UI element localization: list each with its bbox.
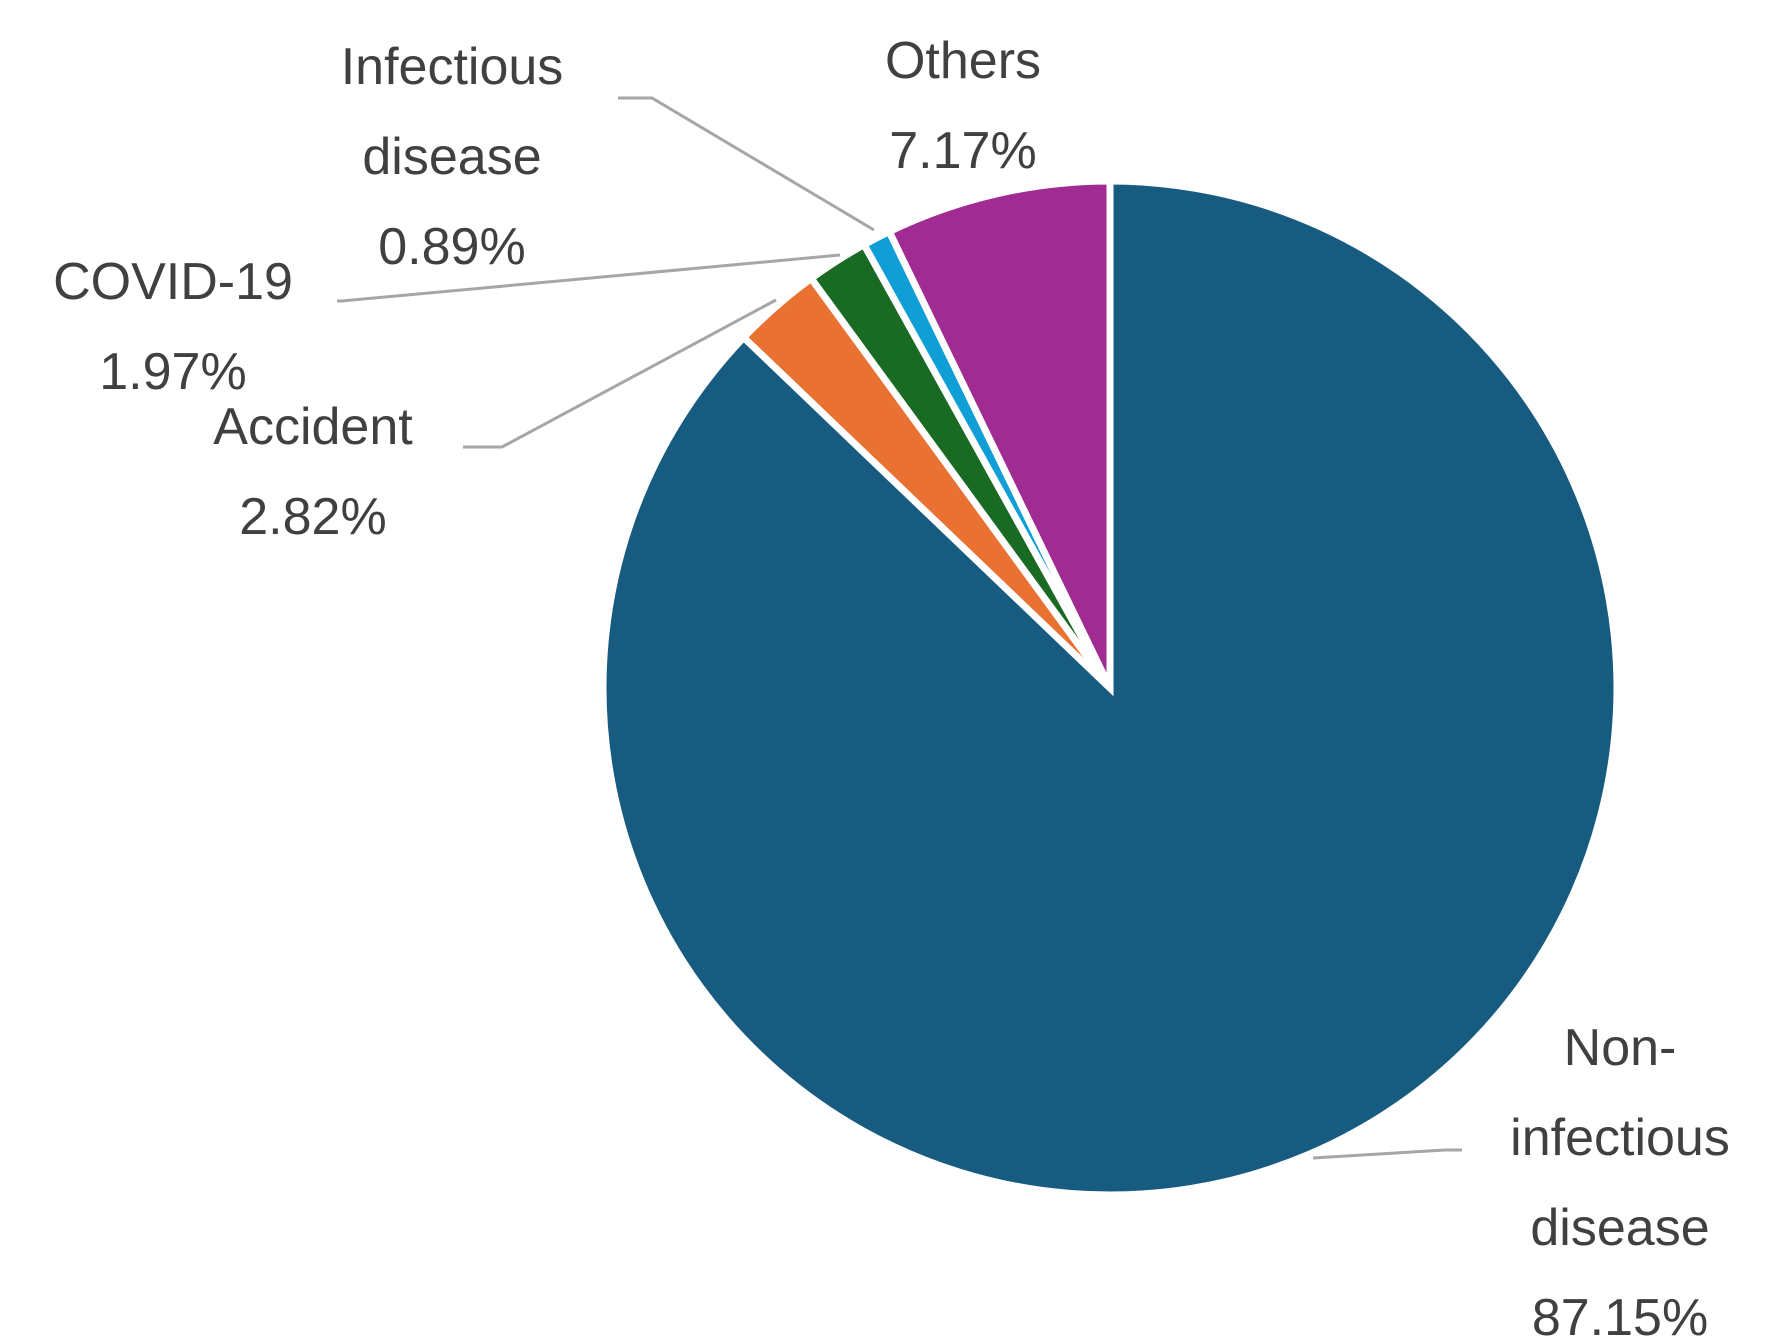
slice-name-line: Non- (1564, 1019, 1677, 1077)
slice-label-others: Others 7.17% (885, 32, 1041, 180)
slice-name-line: disease (362, 128, 541, 186)
slice-label-non-infectious-disease: Non-infectious disease 87.15% (1510, 1019, 1730, 1342)
slice-name-line: Infectious (341, 38, 564, 96)
slice-label-accident: Accident 2.82% (213, 398, 413, 546)
slice-labels: Non-infectious disease 87.15% Accident 2.82%… (53, 32, 1730, 1342)
leader-line-accident (463, 298, 777, 449)
pie-slice-others (884, 177, 1114, 690)
leader-line-infectious-disease (618, 96, 875, 232)
slice-name-line: infectious (1510, 1109, 1730, 1167)
slice-name-line: Accident (213, 398, 413, 456)
slice-name-line: disease (1530, 1199, 1709, 1257)
pie-slices (599, 177, 1621, 1199)
slice-value-label: 87.15% (1532, 1289, 1708, 1342)
slice-label-covid-19: COVID-19 1.97% (53, 253, 293, 401)
slice-label-infectious-disease: Infectious disease 0.89% (341, 38, 564, 276)
slice-name-line: Others (885, 32, 1041, 90)
slice-value-label: 1.97% (99, 343, 246, 401)
slice-value-label: 7.17% (889, 122, 1036, 180)
leader-line-non-infectious-disease (1312, 1148, 1462, 1160)
leader-line-covid-19 (337, 253, 841, 303)
slice-value-label: 2.82% (239, 488, 386, 546)
slice-value-label: 0.89% (378, 218, 525, 276)
leader-lines (337, 96, 1462, 1160)
slice-name-line: COVID-19 (53, 253, 293, 311)
